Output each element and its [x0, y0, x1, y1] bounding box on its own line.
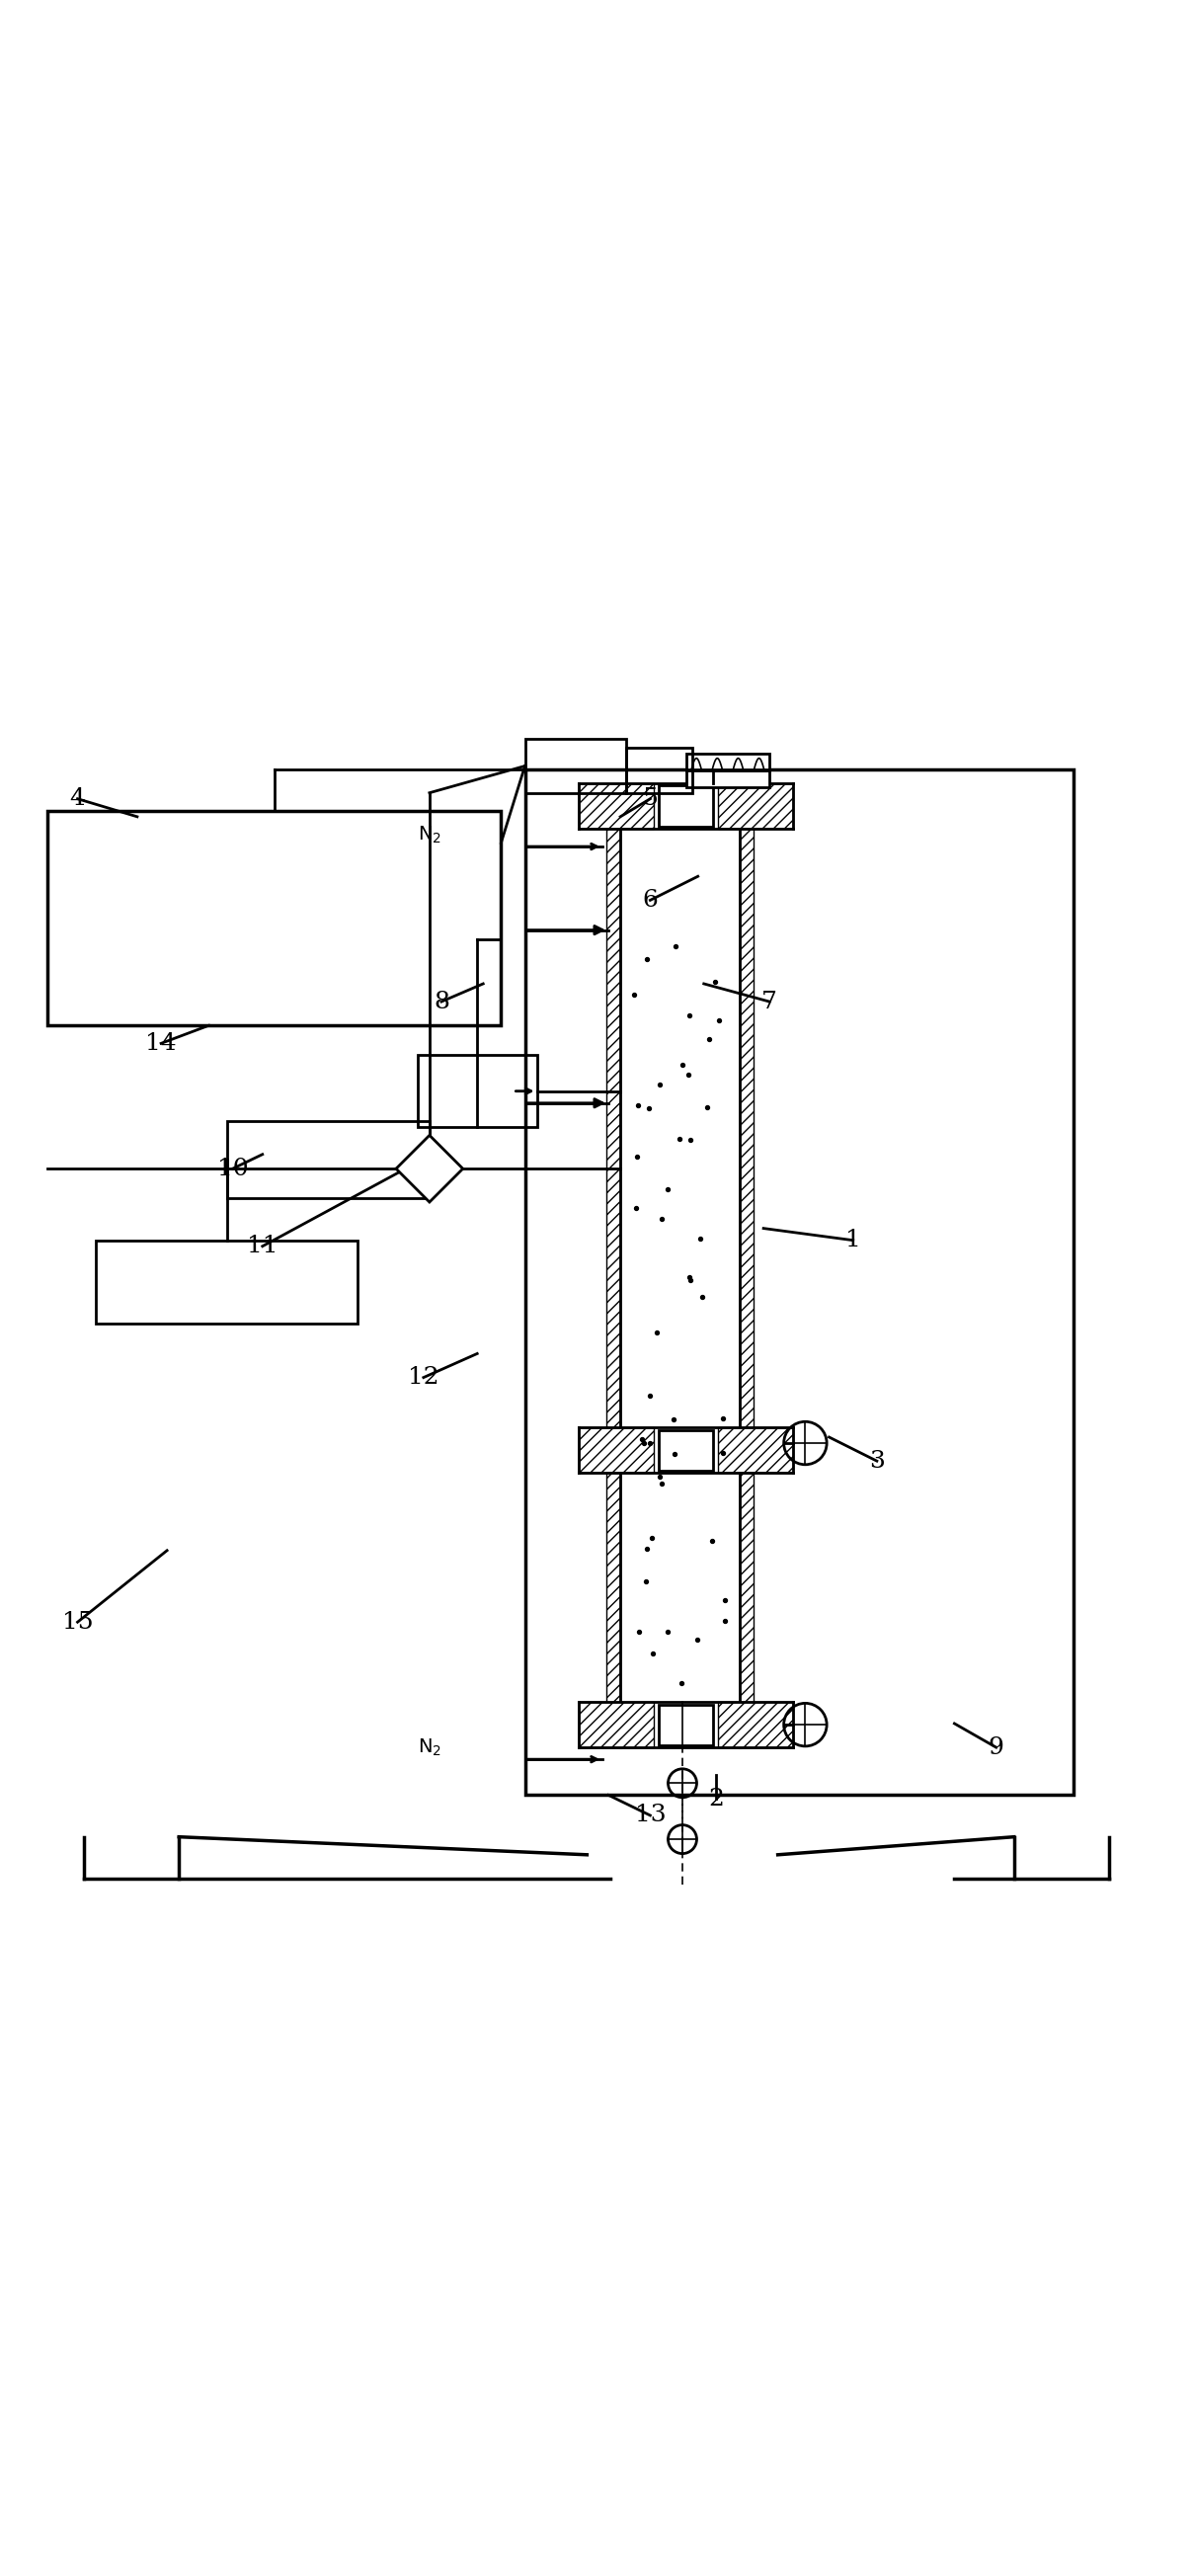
Point: [641, 1376, 660, 1417]
Bar: [686, 752, 769, 786]
Point: [680, 1257, 699, 1298]
Point: [681, 1260, 700, 1301]
Text: 8: 8: [433, 989, 450, 1012]
Bar: [418, 1056, 537, 1126]
Bar: [626, 747, 692, 793]
Bar: [227, 1121, 429, 1198]
Point: [632, 1419, 651, 1461]
Point: [648, 1311, 667, 1352]
Point: [636, 1561, 655, 1602]
Bar: [718, 783, 793, 829]
Text: 6: 6: [642, 889, 659, 912]
Point: [637, 1528, 656, 1569]
Point: [716, 1600, 735, 1641]
Text: 10: 10: [217, 1157, 248, 1180]
Point: [657, 1610, 676, 1651]
Bar: [718, 1427, 793, 1473]
Point: [693, 1275, 712, 1316]
Text: 9: 9: [988, 1736, 1005, 1759]
Point: [703, 1520, 722, 1561]
Point: [625, 974, 644, 1015]
Bar: [579, 1703, 654, 1747]
Bar: [95, 1239, 358, 1324]
Text: 3: 3: [869, 1450, 885, 1473]
Point: [670, 1118, 690, 1159]
Point: [665, 1432, 684, 1473]
Text: 1: 1: [845, 1229, 861, 1252]
Bar: [740, 817, 754, 1747]
Point: [651, 1198, 670, 1239]
Point: [691, 1218, 710, 1260]
Point: [713, 1399, 733, 1440]
Point: [639, 1087, 659, 1128]
Point: [688, 1620, 707, 1662]
Point: [651, 1463, 670, 1504]
Bar: [659, 1705, 713, 1744]
Point: [705, 961, 724, 1002]
Point: [626, 1188, 645, 1229]
Point: [629, 1084, 648, 1126]
Text: 11: 11: [247, 1234, 278, 1257]
Point: [715, 1579, 734, 1620]
Point: [666, 925, 685, 966]
Text: N$_2$: N$_2$: [418, 824, 441, 845]
Text: 2: 2: [707, 1788, 724, 1811]
Polygon shape: [396, 1136, 463, 1203]
Bar: [48, 811, 501, 1025]
Text: N$_2$: N$_2$: [418, 1739, 441, 1759]
Point: [659, 1170, 678, 1211]
Point: [650, 1064, 669, 1105]
Point: [700, 1018, 719, 1059]
Point: [650, 1455, 669, 1497]
Point: [673, 1043, 692, 1084]
Bar: [579, 783, 654, 829]
Point: [642, 1517, 661, 1558]
Bar: [659, 786, 713, 827]
Point: [635, 1422, 654, 1463]
Bar: [579, 1427, 654, 1473]
Point: [713, 1432, 733, 1473]
Bar: [718, 1703, 793, 1747]
Point: [679, 1054, 698, 1095]
Text: 7: 7: [761, 989, 778, 1012]
Point: [710, 999, 729, 1041]
Point: [665, 1399, 684, 1440]
Text: 13: 13: [635, 1803, 666, 1826]
Point: [672, 1664, 691, 1705]
Point: [643, 1633, 662, 1674]
Bar: [606, 817, 620, 1747]
Text: 4: 4: [69, 788, 86, 811]
Bar: [525, 739, 626, 793]
Point: [681, 1118, 700, 1159]
Bar: [525, 770, 1074, 1795]
Point: [629, 1613, 648, 1654]
Text: 12: 12: [408, 1365, 439, 1388]
Point: [641, 1422, 660, 1463]
Text: 14: 14: [146, 1033, 177, 1054]
Point: [637, 938, 656, 979]
Bar: [659, 1430, 713, 1471]
Point: [698, 1087, 717, 1128]
Point: [680, 994, 699, 1036]
Text: 15: 15: [62, 1610, 93, 1633]
Text: 5: 5: [642, 788, 659, 811]
Point: [628, 1136, 647, 1177]
